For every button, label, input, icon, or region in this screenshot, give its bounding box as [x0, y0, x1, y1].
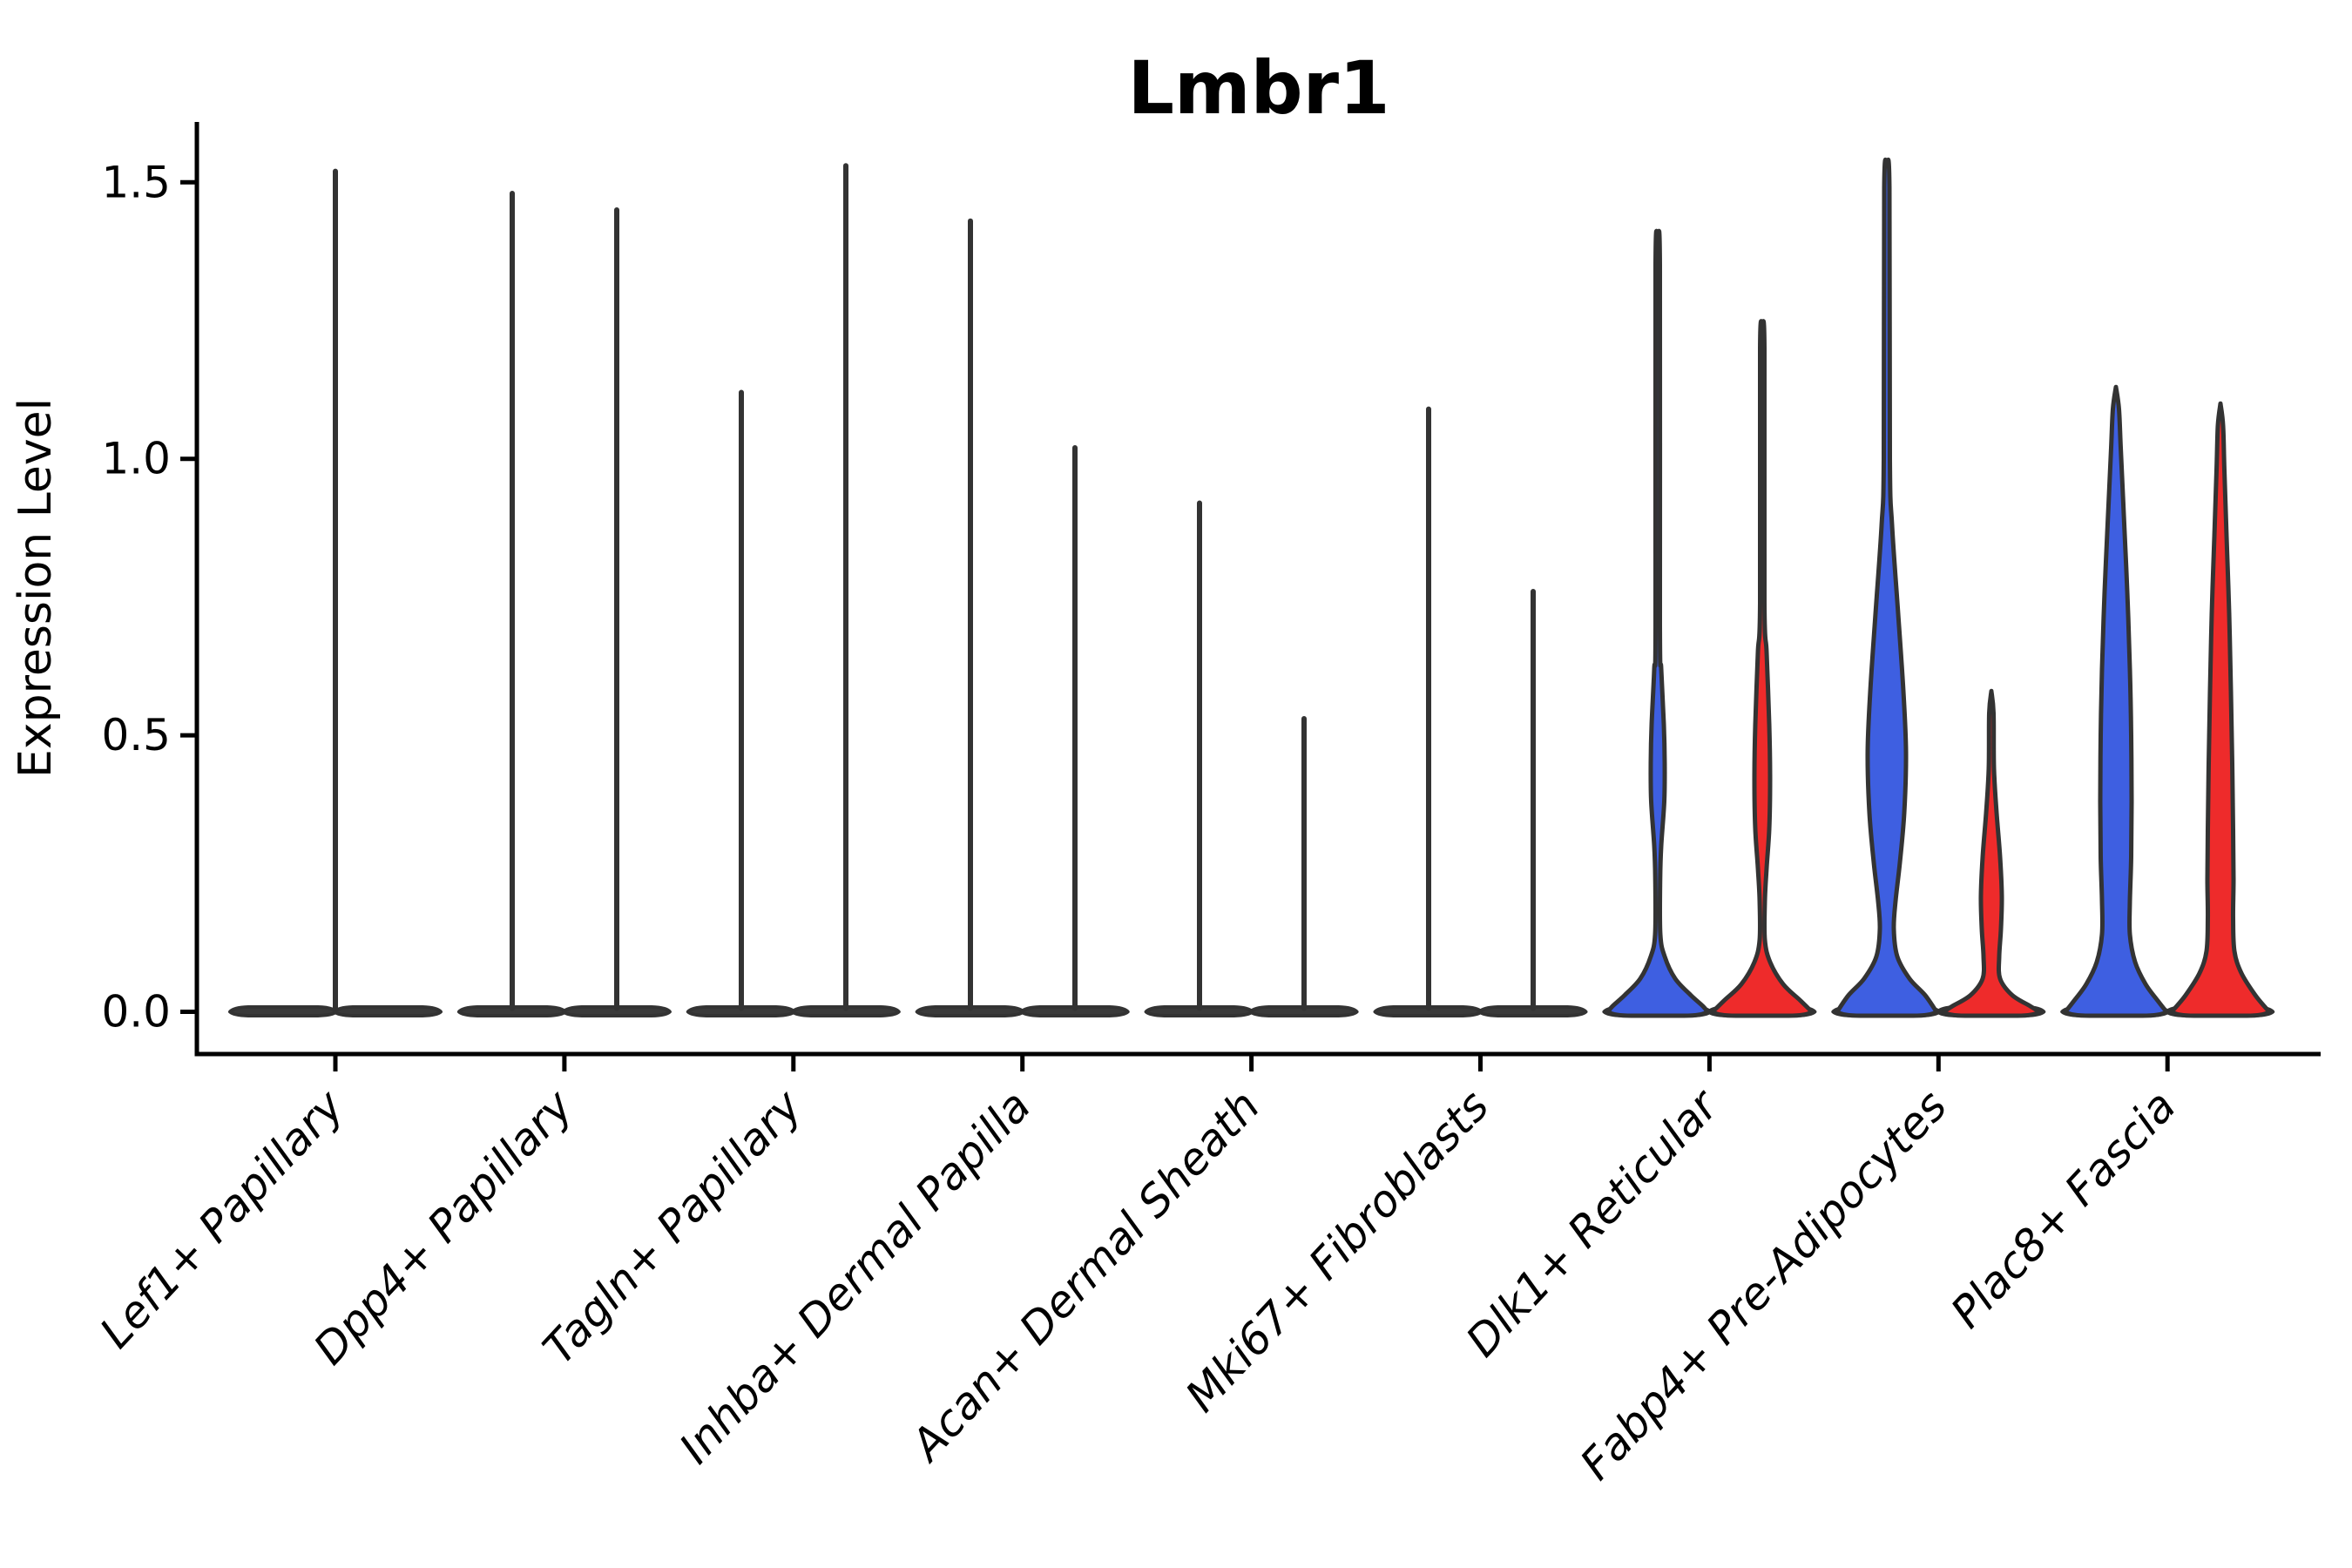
y-ticks-layer: 0.0 0.5 1.0 1.5 — [101, 157, 197, 1037]
violin-pancake — [1477, 1005, 1588, 1017]
violin-pancake — [1019, 1005, 1130, 1017]
violin-pancake — [333, 1005, 443, 1017]
violin-body-blue — [1835, 158, 1939, 1018]
violin-body-red — [1710, 319, 1815, 1018]
violin-body-red — [2169, 401, 2272, 1018]
violin-pancake — [561, 1005, 672, 1017]
y-tick-label: 0.0 — [101, 987, 171, 1037]
y-tick-label: 0.5 — [101, 710, 171, 760]
y-axis-label: Expression Level — [10, 398, 62, 778]
violin-body-red — [1941, 688, 2042, 1018]
chart-title: Lmbr1 — [1127, 45, 1389, 131]
violins-layer — [228, 158, 2275, 1018]
violin-pancake — [790, 1005, 901, 1017]
violin-body-blue — [1605, 228, 1710, 1018]
violin-body-blue — [2063, 384, 2169, 1018]
y-tick-label: 1.5 — [101, 157, 171, 207]
violin-pancake — [228, 1005, 338, 1017]
axes-layer — [194, 122, 2321, 1057]
violin-pancake — [1248, 1005, 1359, 1017]
y-tick-label: 1.0 — [101, 434, 171, 484]
